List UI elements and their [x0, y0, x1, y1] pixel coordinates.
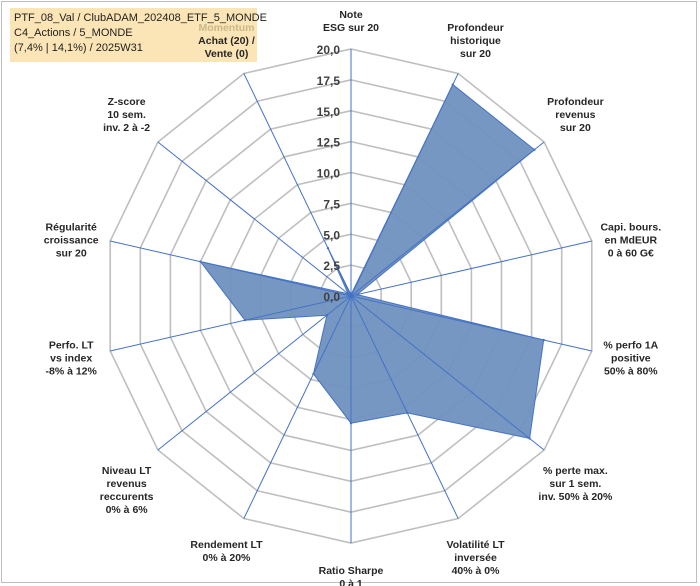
- axis-label-1: Profondeur historique sur 20: [447, 22, 504, 60]
- data-point-8: [312, 372, 315, 376]
- axis-label-10-line-1: vs index: [50, 352, 92, 364]
- data-point-7: [349, 422, 353, 425]
- axis-label-0: Note ESG sur 20: [323, 9, 379, 34]
- spoke-3: [350, 240, 592, 297]
- tick-label-5: 12,5: [317, 136, 341, 150]
- axis-label-6-line-1: inversée: [454, 552, 497, 564]
- axis-label-9-line-2: reccurents: [100, 491, 154, 503]
- axis-label-12-line-2: inv. 2 à -2: [103, 122, 150, 134]
- axis-label-8-line-0: Rendement LT: [190, 539, 263, 551]
- axis-label-12-line-0: Z-score: [108, 96, 146, 108]
- axis-label-9-line-0: Niveau LT: [102, 465, 152, 477]
- axis-label-9: Niveau LT revenus reccurents 0% à 6%: [100, 465, 154, 516]
- axis-label-1-line-1: historique: [450, 35, 501, 47]
- spoke-8: [243, 295, 352, 519]
- spoke-6: [350, 295, 459, 519]
- axis-label-4-line-1: positive: [611, 352, 651, 364]
- tick-label-8: 20,0: [317, 43, 341, 57]
- axis-label-5-line-2: inv. 50% à 20%: [538, 491, 613, 503]
- data-point-13: [326, 246, 330, 250]
- data-point-11: [199, 260, 202, 263]
- tick-label-7: 17,5: [317, 74, 341, 88]
- data-point-12: [346, 292, 350, 295]
- tick-label-4: 10,0: [317, 167, 341, 181]
- data-point-3: [355, 293, 359, 296]
- tick-label-6: 15,0: [317, 105, 341, 119]
- axis-label-11-line-0: Régularité: [46, 222, 98, 234]
- axis-label-5: % perte max. sur 1 sem. inv. 50% à 20%: [538, 465, 613, 503]
- spoke-1: [350, 73, 459, 297]
- axis-label-10-line-0: Perfo. LT: [49, 339, 94, 351]
- axis-label-8: Rendement LT 0% à 20%: [190, 539, 263, 564]
- tick-label-3: 7,5: [323, 197, 340, 211]
- axis-label-2-line-2: sur 20: [560, 122, 591, 134]
- spoke-12: [157, 141, 352, 297]
- spoke-11: [110, 240, 352, 297]
- spoke-2: [350, 141, 545, 297]
- axis-label-5-line-0: % perte max.: [543, 465, 608, 477]
- axis-label-13-line-2: Vente (0): [205, 48, 249, 60]
- axis-label-3: Capi. bours. en MdEUR 0 à 60 G€: [600, 222, 661, 260]
- axis-label-4: % perfo 1A positive 50% à 80%: [603, 339, 658, 377]
- data-point-10: [243, 318, 247, 322]
- axis-label-6-line-0: Volatilité LT: [447, 539, 506, 551]
- axis-label-13-line-0: Momentum: [198, 22, 254, 34]
- header-line-1: PTF_08_Val / ClubADAM_202408_ETF_5_MONDE: [14, 12, 267, 24]
- axis-label-11-line-1: croissance: [44, 235, 99, 247]
- axis-label-4-line-0: % perfo 1A: [603, 339, 658, 351]
- axis-label-5-line-1: sur 1 sem.: [549, 478, 601, 490]
- data-area: [199, 83, 545, 440]
- axis-label-4-line-2: 50% à 80%: [604, 365, 658, 377]
- axis-label-3-line-0: Capi. bours.: [600, 222, 661, 234]
- axis-label-12: Z-score 10 sem. inv. 2 à -2: [103, 96, 150, 134]
- spoke-9: [157, 295, 352, 451]
- tick-label-1: 2,5: [323, 259, 340, 273]
- axis-label-13-line-1: Achat (20) /: [198, 35, 255, 47]
- header-line-3: (7,4% | 14,1%) / 2025W31: [14, 42, 143, 54]
- data-point-1: [451, 83, 455, 86]
- tick-label-0: 0,0: [323, 290, 340, 304]
- axis-label-8-line-1: 0% à 20%: [203, 552, 252, 564]
- spoke-13: [243, 73, 352, 297]
- data-point-2: [533, 148, 536, 151]
- axis-label-12-line-1: 10 sem.: [107, 109, 146, 121]
- header-line-2: C4_Actions / 5_MONDE: [14, 27, 133, 39]
- axis-label-2: Profondeur revenus sur 20: [547, 96, 604, 134]
- axis-label-6-line-2: 40% à 0%: [452, 565, 501, 577]
- axis-label-11: Régularité croissance sur 20: [44, 222, 99, 260]
- axis-label-0-line-1: ESG sur 20: [323, 22, 379, 34]
- axis-label-6: Volatilité LT inversée 40% à 0%: [447, 539, 506, 577]
- axis-label-2-line-0: Profondeur: [547, 96, 604, 108]
- axis-label-3-line-1: en MdEUR: [605, 235, 658, 247]
- axis-label-11-line-2: sur 20: [56, 248, 87, 260]
- axis-label-7-line-0: Ratio Sharpe: [319, 565, 384, 577]
- data-point-5: [528, 437, 531, 440]
- axis-label-10: Perfo. LT vs index -8% à 12%: [46, 339, 98, 377]
- axis-label-1-line-0: Profondeur: [447, 22, 504, 34]
- spoke-10: [110, 295, 352, 352]
- spoke-5: [350, 295, 545, 451]
- axis-label-7-line-1: 0 à 1: [339, 578, 363, 586]
- chart-header: PTF_08_Val / ClubADAM_202408_ETF_5_MONDE…: [10, 8, 267, 62]
- data-point-6: [406, 411, 409, 415]
- data-point-4: [542, 338, 545, 342]
- data-point-0: [349, 293, 353, 296]
- axis-label-9-line-3: 0% à 6%: [106, 504, 149, 516]
- axis-label-0-line-0: Note: [339, 9, 362, 21]
- data-point-9: [325, 314, 329, 317]
- tick-label-2: 5,0: [323, 228, 340, 242]
- axis-label-9-line-1: revenus: [106, 478, 146, 490]
- axis-label-13: Momentum Achat (20) / Vente (0): [198, 22, 255, 60]
- axis-label-2-line-1: revenus: [555, 109, 595, 121]
- axis-label-1-line-2: sur 20: [460, 48, 491, 60]
- axis-label-7: Ratio Sharpe 0 à 1: [319, 565, 384, 586]
- axis-label-3-line-2: 0 à 60 G€: [608, 248, 654, 260]
- spoke-4: [350, 295, 592, 352]
- axis-label-10-line-2: -8% à 12%: [46, 365, 98, 377]
